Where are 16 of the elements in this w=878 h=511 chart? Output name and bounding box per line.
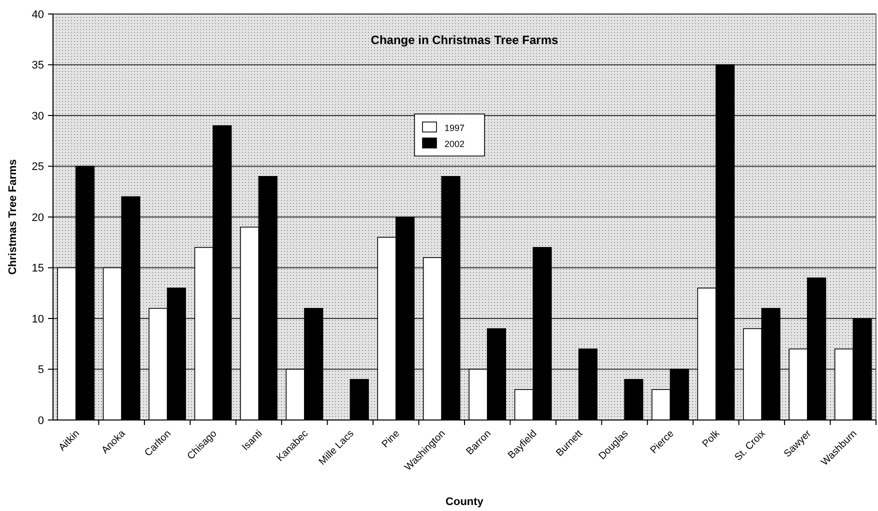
- y-tick-label: 15: [32, 262, 44, 275]
- y-tick-label: 5: [38, 364, 44, 376]
- y-axis-title: Christmas Tree Farms: [7, 159, 19, 275]
- y-tick-label: 20: [32, 212, 44, 224]
- y-tick-label: 10: [32, 313, 44, 326]
- x-axis-title: County: [446, 496, 484, 508]
- y-tick-label: 40: [32, 8, 44, 21]
- y-tick-label: 25: [32, 161, 44, 174]
- text: Change in Christmas Tree Farms: [370, 33, 559, 47]
- y-tick-label: 30: [32, 110, 44, 122]
- x-tick-label: Polk: [700, 428, 723, 450]
- y-tick-label: 35: [32, 60, 44, 72]
- x-tick-label: Pine: [380, 428, 402, 450]
- legend-label: 2002: [444, 139, 465, 149]
- legend-label: 1997: [444, 123, 465, 133]
- y-tick-label: 0: [38, 414, 44, 427]
